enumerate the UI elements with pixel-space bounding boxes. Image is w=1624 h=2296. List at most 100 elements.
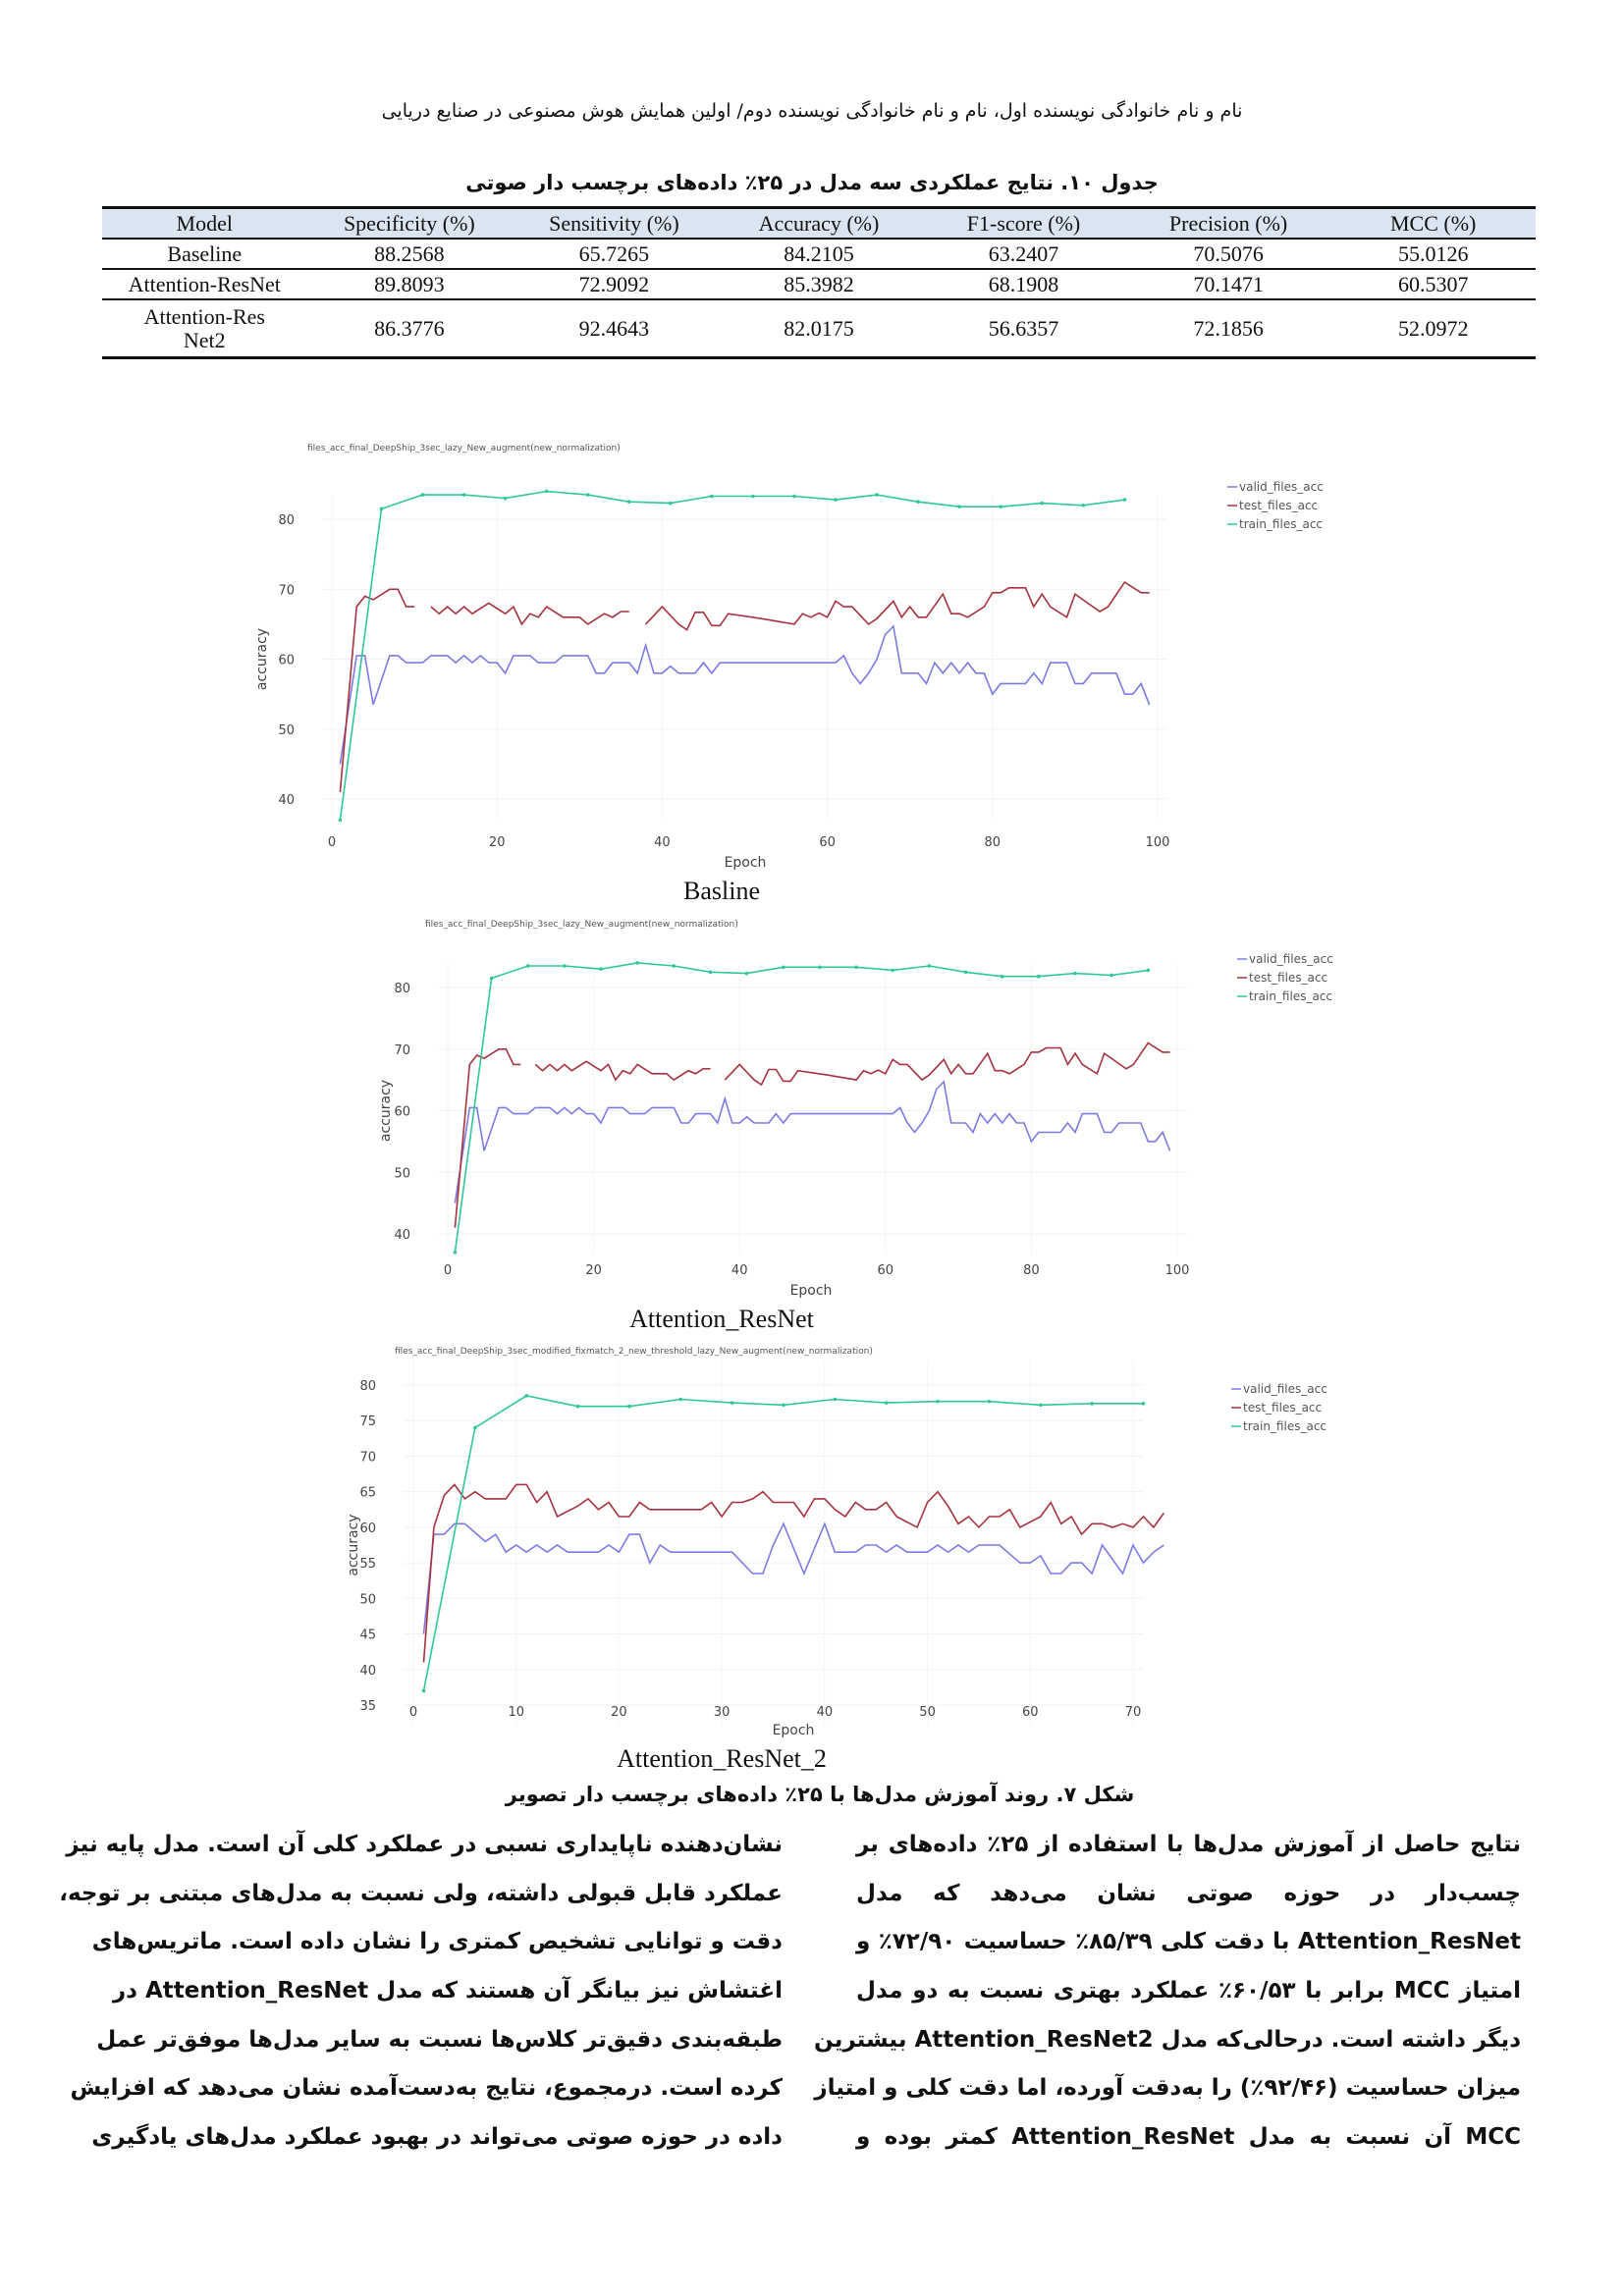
x-tick-label: 20 — [585, 1263, 602, 1278]
data-point — [1000, 974, 1004, 979]
data-point — [635, 961, 639, 965]
table-row: Attention-ResNet 89.8093 72.9092 85.3982… — [102, 269, 1536, 300]
data-point — [999, 505, 1003, 508]
column-header: Precision (%) — [1125, 206, 1331, 240]
series-line-test-files-acc — [645, 581, 1150, 631]
series-line-test-files-acc — [724, 1041, 1170, 1087]
x-tick-label: 20 — [489, 835, 506, 850]
body-line: طبقه‌بندی دقیق‌تر کلاس‌ها نسبت به سایر م… — [96, 2026, 783, 2053]
cell: 60.5307 — [1330, 269, 1536, 300]
data-point — [1073, 971, 1077, 976]
data-point — [792, 494, 796, 499]
data-point — [626, 500, 631, 504]
cell: 84.2105 — [716, 239, 922, 270]
body-line: MCC آن نسبت به مدل Attention_ResNet کمتر… — [856, 2124, 1521, 2151]
data-point — [575, 1404, 580, 1409]
legend-label: train_files_acc — [1249, 989, 1332, 1003]
cell: 92.4643 — [512, 299, 717, 359]
cell: 89.8093 — [306, 269, 513, 300]
body-line: اغتشاش نیز بیانگر آن هستند که مدل Attent… — [112, 1978, 783, 2004]
chart-title: files_acc_final_DeepShip_3sec_lazy_New_a… — [307, 444, 621, 454]
running-header: نام و نام خانوادگی نویسنده اول، نام و نا… — [381, 100, 1243, 122]
y-tick-label: 80 — [359, 1379, 376, 1394]
chart-title: files_acc_final_DeepShip_3sec_lazy_New_a… — [425, 920, 738, 930]
x-tick-label: 100 — [1146, 835, 1170, 850]
data-point — [834, 498, 838, 502]
cell-model: Baseline — [102, 239, 307, 270]
cell: 86.3776 — [306, 299, 513, 359]
data-point — [544, 489, 549, 494]
x-axis-label: Epoch — [725, 855, 767, 871]
data-point — [875, 493, 879, 497]
data-point — [1038, 1403, 1043, 1408]
body-line: چسب‌دار در حوزه صوتی نشان می‌دهد که مدل — [856, 1880, 1521, 1906]
data-point — [585, 493, 590, 497]
legend-label: valid_files_acc — [1243, 1382, 1327, 1396]
y-tick-label: 70 — [359, 1450, 376, 1465]
body-line: دقت و توانایی تشخیص کمتری را نشان داده ا… — [91, 1929, 783, 1955]
body-line: Attention_ResNet با دقت کلی ۸۵/۳۹٪ حساسی… — [856, 1929, 1522, 1955]
cell: 55.0126 — [1330, 239, 1536, 270]
y-tick-label: 80 — [394, 982, 410, 996]
data-point — [1081, 503, 1086, 507]
data-point — [744, 971, 749, 976]
legend-label: test_files_acc — [1239, 499, 1318, 512]
data-point — [987, 1399, 992, 1404]
y-tick-label: 40 — [359, 1664, 376, 1679]
series-line-test-files-acc — [534, 1060, 711, 1082]
data-point — [1040, 501, 1045, 506]
data-point — [782, 1403, 785, 1408]
data-point — [627, 1404, 631, 1409]
x-tick-label: 70 — [1125, 1705, 1142, 1720]
data-point — [524, 1394, 528, 1398]
body-line: دیگر داشته است. درحالی‌که مدل Attention_… — [814, 2026, 1521, 2053]
series-line-test-files-acc — [422, 1483, 1165, 1663]
data-point — [710, 494, 714, 499]
y-tick-label: 50 — [278, 723, 295, 738]
y-tick-label: 70 — [278, 583, 295, 598]
data-point — [936, 1399, 940, 1404]
x-tick-label: 0 — [444, 1263, 452, 1278]
y-tick-label: 55 — [359, 1557, 376, 1572]
data-point — [338, 818, 343, 823]
body-line: داده در حوزه صوتی می‌تواند در بهبود عملک… — [91, 2124, 783, 2151]
data-point — [525, 964, 530, 968]
series-line-train-files-acc — [339, 490, 1125, 821]
cell-model: Attention-ResNet2 — [102, 299, 307, 359]
data-point — [891, 968, 895, 973]
legend-label: valid_files_acc — [1239, 480, 1324, 494]
data-point — [957, 505, 961, 508]
data-point — [420, 493, 425, 497]
x-axis-label: Epoch — [773, 1723, 815, 1738]
data-point — [818, 965, 822, 970]
data-point — [599, 967, 603, 971]
cell: 82.0175 — [716, 299, 922, 359]
table-header-row: Model Specificity (%) Sensitivity (%) Ac… — [102, 206, 1536, 240]
data-point — [884, 1401, 889, 1405]
cell: 68.1908 — [921, 269, 1126, 300]
y-tick-label: 40 — [278, 793, 295, 808]
data-point — [678, 1397, 683, 1402]
data-point — [833, 1397, 838, 1402]
data-point — [421, 1688, 426, 1693]
x-tick-label: 100 — [1165, 1263, 1190, 1278]
x-tick-label: 60 — [878, 1263, 894, 1278]
y-tick-label: 75 — [359, 1415, 376, 1429]
y-tick-label: 65 — [359, 1486, 376, 1501]
data-point — [916, 500, 920, 504]
cell: 63.2407 — [921, 239, 1126, 270]
y-tick-label: 70 — [394, 1043, 410, 1058]
data-point — [1110, 973, 1113, 978]
chart-title: files_acc_final_DeepShip_3sec_modified_f… — [395, 1347, 873, 1357]
cell: 72.1856 — [1125, 299, 1331, 359]
chart-1: files_acc_final_DeepShip_3sec_lazy_New_a… — [254, 444, 1324, 871]
data-point — [453, 1251, 458, 1255]
body-line: عملکرد قابل قبولی داشته، ولی نسبت به مدل… — [59, 1880, 783, 1906]
data-point — [672, 964, 677, 968]
data-point — [489, 976, 494, 981]
model-name: Attention-ResNet2 — [143, 303, 265, 352]
body-left-column: نشان‌دهنده ناپایداری نسبی در عملکرد کلی … — [59, 1821, 783, 2163]
table-row: Baseline 88.2568 65.7265 84.2105 63.2407… — [102, 239, 1536, 270]
column-header: F1-score (%) — [921, 206, 1126, 240]
